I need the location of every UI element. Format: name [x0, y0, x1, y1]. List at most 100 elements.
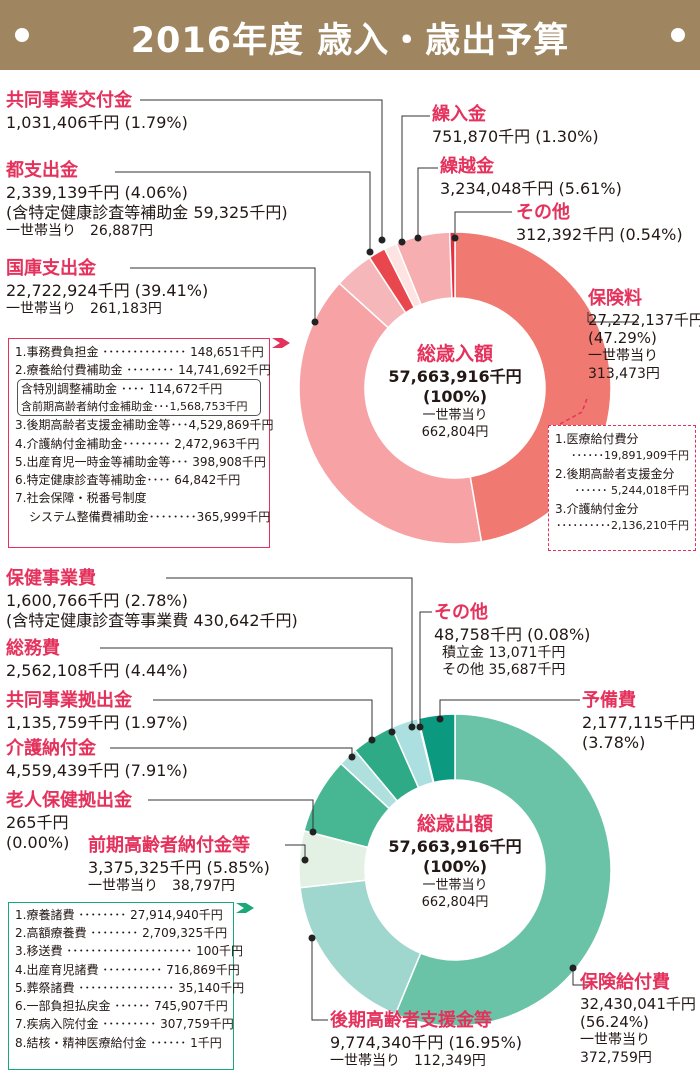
hokenkyufu-detail-box: 1.療養諸費 ････････ 27,914,940千円 2.高額療養費 ･･･…	[8, 902, 245, 1070]
label-somu: 総務費 2,562,108千円 (4.44%)	[6, 638, 188, 681]
detail-row: 8.結核・精神医療給付金 ･･････ 1千円	[15, 1035, 222, 1050]
revenue-center-per-value: 662,804円	[421, 425, 489, 441]
label-title: 保険給付費	[580, 972, 670, 993]
arrow-green-icon	[236, 903, 254, 913]
detail-row: 4.介護納付金補助金････････ 2,472,963千円	[15, 436, 260, 451]
kokko-detail-box: 1.事務費負担金 ･･････････････ 148,651千円 2.療養給付…	[8, 338, 274, 548]
label-kokko: 国庫支出金 22,722,924千円 (39.41%) 一世帯当り 261,18…	[6, 258, 208, 318]
label-per-label: 一世帯当り	[588, 348, 658, 364]
label-value: 32,430,041千円	[580, 994, 696, 1013]
pie-exp-slice-9	[417, 713, 456, 784]
leader-line-yobi	[439, 699, 580, 717]
leader-dot	[451, 234, 459, 242]
leader-line-kokko	[130, 267, 316, 320]
arrow-pink-icon	[272, 338, 290, 348]
label-zenki: 前期高齢者納付金等 3,375,325千円 (5.85%) 一世帯当り 38,7…	[88, 835, 270, 895]
page-title: 2016年度 歳入・歳出予算	[130, 21, 570, 61]
label-note: (含特定健康診査等補助金 59,325千円)	[6, 202, 288, 222]
label-hokenjigyo: 保健事業費 1,600,766千円 (2.78%) (含特定健康診査等事業費 4…	[6, 568, 298, 631]
detail-row: 含特別調整補助金 ････ 114,672千円	[21, 382, 223, 397]
detail-row: 含前期高齢者納付金補助金･･･1,568,753千円	[21, 399, 248, 413]
detail-row: ･･････19,891,909千円	[571, 449, 689, 463]
label-value: 2,562,108千円 (4.44%)	[6, 660, 188, 680]
label-per: 一世帯当り 112,349円	[330, 1052, 486, 1069]
label-sonota-rev: その他 312,392千円 (0.54%)	[516, 202, 683, 245]
label-value: 4,559,439千円 (7.91%)	[6, 760, 188, 780]
label-pct: (56.24%)	[580, 1013, 649, 1032]
label-hokenkyufu: 保険給付費 32,430,041千円 (56.24%) 一世帯当り 372,75…	[580, 972, 696, 1067]
label-title: 共同事業拠出金	[6, 690, 132, 711]
expenditure-center-label: 総歳出額 57,663,916千円 (100%) 一世帯当り 662,804円	[375, 812, 535, 912]
label-per-label: 一世帯当り	[580, 1032, 650, 1048]
detail-row: 1.療養諸費 ････････ 27,914,940千円	[15, 908, 223, 922]
leader-dot	[309, 828, 317, 836]
detail-row: 1.事務費負担金 ･･････････････ 148,651千円	[15, 345, 264, 359]
detail-row: 2.高額療養費 ････････ 2,709,325千円	[15, 926, 228, 941]
label-kaigo: 介護納付金 4,559,439千円 (7.91%)	[6, 738, 188, 781]
label-per: 372,759円	[580, 1049, 652, 1066]
label-rojin: 老人保健拠出金 265千円 (0.00%)	[6, 790, 132, 853]
leader-line-hokenryo	[587, 312, 638, 323]
expenditure-donut-chart	[298, 713, 612, 1027]
label-title: 共同事業交付金	[6, 90, 132, 111]
detail-row: 3.後期高齢者支援金補助金等･･･4,529,869千円	[15, 418, 274, 433]
label-kyodo-rev: 共同事業交付金 1,031,406千円 (1.79%)	[6, 90, 188, 133]
label-value: 2,339,139千円 (4.06%)	[6, 182, 188, 202]
label-value: 27,272,137千円	[588, 310, 700, 329]
label-sub: その他 35,687千円	[442, 662, 566, 678]
leader-dot	[569, 964, 577, 972]
detail-row: 2.後期高齢者支援金分	[555, 466, 675, 481]
hokenryo-detail-box: 1.医療給付費分 ･･････19,891,909千円 2.後期高齢者支援金分 …	[548, 425, 696, 551]
label-value: 265千円	[6, 812, 69, 832]
label-title: 介護納付金	[6, 738, 96, 759]
label-value: 1,135,759千円 (1.97%)	[6, 712, 188, 732]
detail-row: 7.社会保障・税番号制度	[15, 491, 147, 506]
expenditure-center-value: 57,663,916千円	[388, 836, 522, 856]
label-sub: 積立金 13,071千円	[442, 644, 566, 661]
detail-row: 5.葬祭諸費 ････････････････ 35,140千円	[15, 980, 245, 995]
leader-dots	[301, 234, 577, 972]
label-title: 予備費	[582, 690, 636, 711]
hokenryo-detail-connector	[559, 395, 589, 425]
leader-line-toshishutsu	[115, 171, 371, 250]
leader-line-sonota-exp	[419, 611, 432, 725]
label-hokenryo: 保険料 27,272,137千円 (47.29%) 一世帯当り 313,473円	[588, 288, 700, 383]
label-title: 国庫支出金	[6, 258, 96, 279]
leader-line-rojin	[148, 799, 314, 830]
revenue-center-per-label: 一世帯当り	[422, 408, 488, 424]
label-per: 一世帯当り 26,887円	[6, 222, 153, 239]
label-title: 総務費	[6, 638, 60, 659]
label-value: 2,177,115千円	[582, 712, 696, 732]
label-title: 保健事業費	[6, 568, 96, 589]
leader-line-kaigo	[110, 747, 353, 755]
label-value: 312,392千円 (0.54%)	[516, 224, 683, 244]
banner-dot-left	[15, 28, 29, 42]
leader-dot	[308, 934, 316, 942]
leader-line-sonota-rev	[454, 211, 512, 236]
leader-line-kouki	[311, 940, 328, 1021]
label-title: その他	[516, 202, 570, 223]
label-value: 9,774,340千円 (16.95%)	[330, 1032, 523, 1052]
label-kyodo-exp: 共同事業拠出金 1,135,759千円 (1.97%)	[6, 690, 188, 733]
detail-row: 5.出産育児一時金等補助金等･･･ 398,908千円	[15, 454, 266, 469]
detail-row: ･･････････2,136,210千円	[556, 519, 689, 533]
label-pct: (3.78%)	[582, 732, 646, 752]
leader-dot	[416, 723, 424, 731]
detail-row: 3.移送費 ･････････････････････ 100千円	[15, 944, 243, 959]
leader-dot	[366, 248, 374, 256]
leader-dot	[368, 736, 376, 744]
label-toshishutsu: 都支出金 2,339,139千円 (4.06%) (含特定健康診査等補助金 59…	[6, 160, 288, 240]
detail-row: 4.出産育児諸費 ･･････････ 716,869千円	[15, 962, 240, 977]
label-yobi: 予備費 2,177,115千円 (3.78%)	[582, 690, 695, 753]
label-title: 繰入金	[432, 104, 486, 125]
label-value: 751,870千円 (1.30%)	[432, 126, 599, 146]
label-value: 48,758千円 (0.08%)	[434, 624, 591, 644]
leader-dot	[311, 318, 319, 326]
label-title: 保険料	[588, 288, 642, 309]
pie-rev-slice-1	[298, 282, 483, 545]
leader-dot	[348, 753, 356, 761]
detail-row: 1.医療給付費分	[555, 432, 639, 446]
label-value: 22,722,924千円 (39.41%)	[6, 280, 209, 300]
label-kurikoshi: 繰越金 3,234,048千円 (5.61%)	[440, 156, 622, 199]
label-title: 繰越金	[440, 156, 494, 177]
